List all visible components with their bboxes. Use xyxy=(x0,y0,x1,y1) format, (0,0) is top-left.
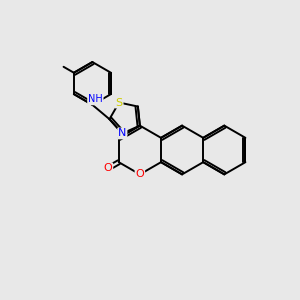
Text: O: O xyxy=(136,169,144,179)
Text: N: N xyxy=(118,128,127,138)
Text: NH: NH xyxy=(88,94,103,104)
Text: O: O xyxy=(103,164,112,173)
Text: S: S xyxy=(116,98,123,107)
